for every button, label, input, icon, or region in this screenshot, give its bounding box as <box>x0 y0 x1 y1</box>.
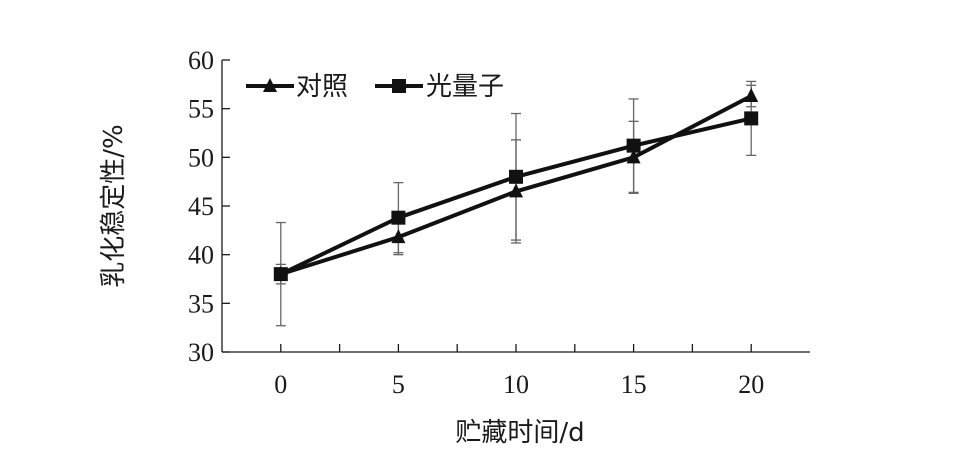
control-data-point <box>744 88 759 103</box>
control-data-point <box>509 183 523 198</box>
control-legend-label: 对照 <box>296 72 348 102</box>
y-tick-label: 35 <box>188 289 214 318</box>
y-tick-label: 55 <box>188 95 214 124</box>
x-tick-label: 5 <box>392 370 405 399</box>
y-tick-label: 60 <box>188 46 214 75</box>
x-tick-label: 10 <box>503 370 529 399</box>
light-quantum-data-point <box>744 111 759 126</box>
legend: 对照 光量子 <box>246 72 504 102</box>
x-tick-label: 20 <box>738 370 764 399</box>
error-bars <box>275 80 757 327</box>
ticks: 30 35 40 45 50 55 60 0 5 10 15 20 <box>188 46 764 399</box>
y-tick-label: 50 <box>188 143 214 172</box>
control-data-point <box>391 229 406 244</box>
control-legend-marker <box>263 78 277 92</box>
y-tick-label: 40 <box>188 241 214 270</box>
y-axis-title: 乳化稳定性/% <box>99 124 129 287</box>
light-quantum-legend-marker <box>392 79 406 93</box>
x-axis-title: 贮藏时间/d <box>455 418 584 448</box>
light-quantum-data-point <box>391 210 406 225</box>
light-quantum-legend-label: 光量子 <box>426 72 504 102</box>
series-markers <box>273 88 759 282</box>
light-quantum-data-point <box>509 169 523 184</box>
y-tick-label: 30 <box>188 338 214 367</box>
x-tick-label: 0 <box>274 370 287 399</box>
light-quantum-data-point <box>273 267 288 282</box>
y-tick-label: 45 <box>188 192 214 221</box>
x-tick-label: 15 <box>621 370 647 399</box>
control-data-point <box>626 149 641 164</box>
light-quantum-data-point <box>626 138 641 153</box>
